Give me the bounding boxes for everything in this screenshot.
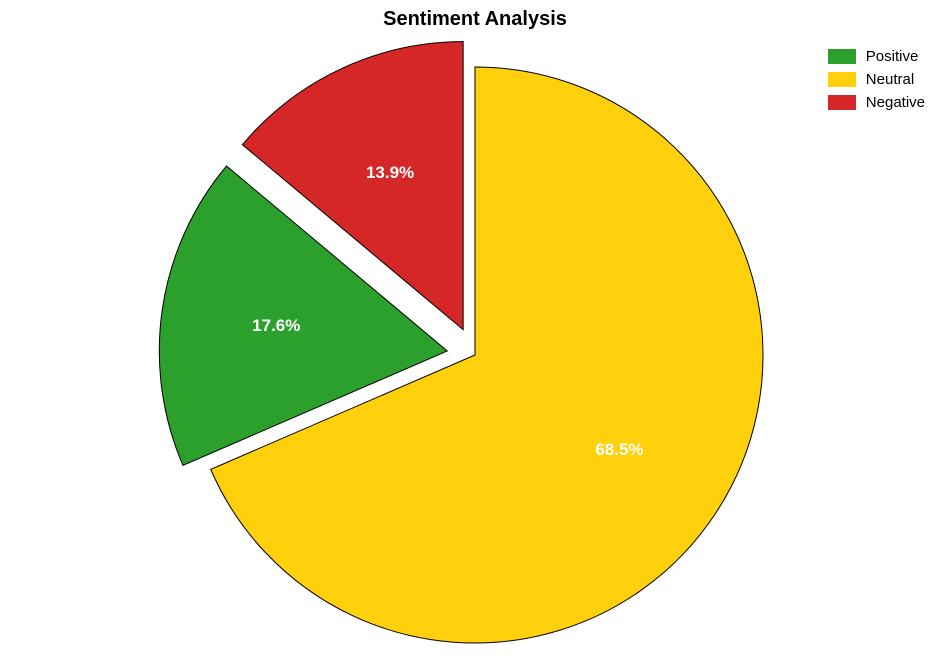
legend-swatch-neutral	[828, 72, 856, 87]
legend-item-negative: Negative	[828, 94, 925, 111]
legend-swatch-negative	[828, 95, 856, 110]
legend: Positive Neutral Negative	[828, 48, 925, 111]
slice-label-positive: 17.6%	[252, 316, 300, 336]
pie-chart	[0, 0, 950, 662]
slice-label-neutral: 68.5%	[595, 440, 643, 460]
legend-label-positive: Positive	[866, 48, 919, 65]
legend-swatch-positive	[828, 49, 856, 64]
slice-label-negative: 13.9%	[366, 163, 414, 183]
legend-label-negative: Negative	[866, 94, 925, 111]
legend-label-neutral: Neutral	[866, 71, 914, 88]
legend-item-neutral: Neutral	[828, 71, 925, 88]
legend-item-positive: Positive	[828, 48, 925, 65]
